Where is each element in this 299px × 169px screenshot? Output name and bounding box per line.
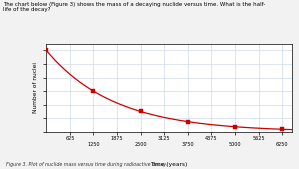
Text: The chart below (Figure 3) shows the mass of a decaying nuclide versus time. Wha: The chart below (Figure 3) shows the mas…: [3, 2, 266, 13]
X-axis label: Time (years): Time (years): [150, 162, 188, 167]
Y-axis label: Number of nuclei: Number of nuclei: [33, 62, 38, 113]
Text: Figure 3. Plot of nuclide mass versus time during radioactive decay.: Figure 3. Plot of nuclide mass versus ti…: [6, 162, 167, 167]
